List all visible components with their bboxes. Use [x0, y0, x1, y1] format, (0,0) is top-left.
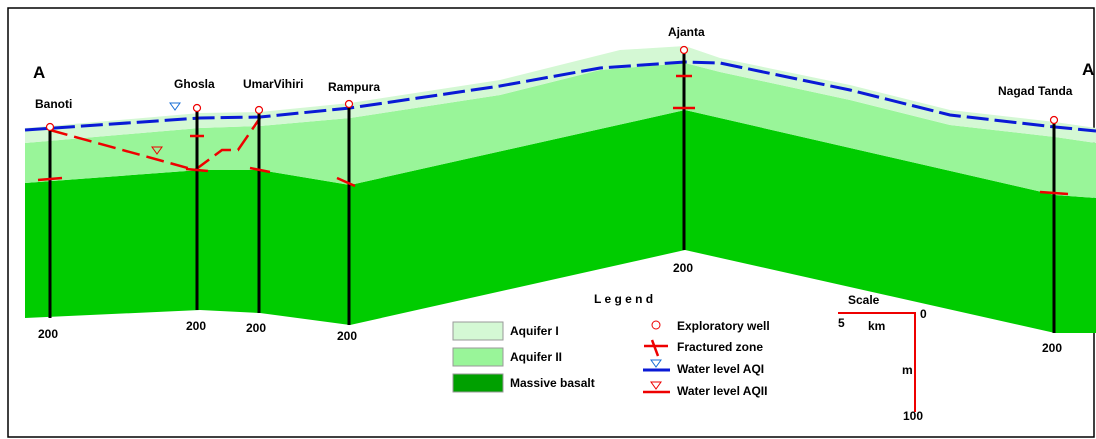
legend-title: L e g e n d — [594, 292, 653, 306]
cross-section: A A Banoti Ghosla UmarVihiri Rampura Aja… — [0, 0, 1096, 439]
section-label: A — [1082, 60, 1094, 79]
depth-label: 200 — [246, 321, 266, 335]
well-name: Ajanta — [668, 25, 705, 39]
legend-label: Fractured zone — [677, 340, 763, 354]
depth-label: 200 — [186, 319, 206, 333]
well-name: Banoti — [35, 97, 72, 111]
well-name: Ghosla — [174, 77, 215, 91]
scale-label: 100 — [903, 409, 923, 423]
well-head — [194, 105, 201, 112]
legend-swatch — [453, 348, 503, 366]
legend-label: Aquifer I — [510, 324, 559, 338]
well-head — [47, 124, 54, 131]
legend-symbol — [652, 321, 660, 329]
scale-label: 0 — [920, 307, 927, 321]
legend-label: Water level AQII — [677, 384, 767, 398]
legend-label: Aquifer II — [510, 350, 562, 364]
well-name: Nagad Tanda — [998, 84, 1073, 98]
well-head — [346, 101, 353, 108]
well-head — [256, 107, 263, 114]
legend-swatch — [453, 374, 503, 392]
legend-label: Water level AQI — [677, 362, 764, 376]
depth-label: 200 — [337, 329, 357, 343]
well-name: Rampura — [328, 80, 380, 94]
scale-label: m — [902, 363, 913, 377]
legend-swatch — [453, 322, 503, 340]
scale-title: Scale — [848, 293, 880, 307]
scale-label: km — [868, 319, 885, 333]
depth-label: 200 — [673, 261, 693, 275]
well-head — [681, 47, 688, 54]
legend-label: Exploratory well — [677, 319, 770, 333]
section-label: A — [33, 63, 45, 82]
well-name: UmarVihiri — [243, 77, 303, 91]
legend-label: Massive basalt — [510, 376, 595, 390]
depth-label: 200 — [1042, 341, 1062, 355]
depth-label: 200 — [38, 327, 58, 341]
well-head — [1051, 117, 1058, 124]
scale-label: 5 — [838, 316, 845, 330]
